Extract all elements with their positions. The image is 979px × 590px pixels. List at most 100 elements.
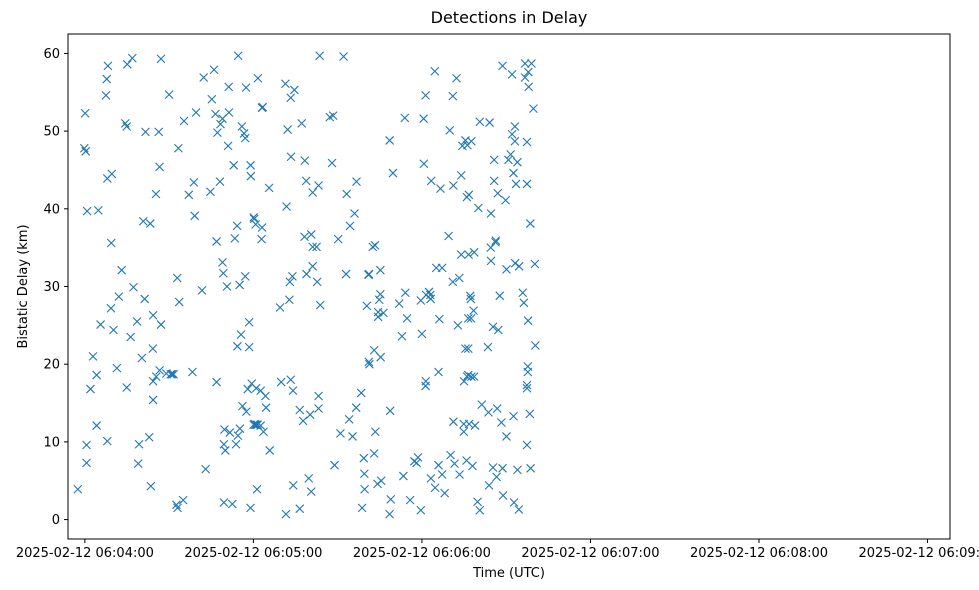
data-point	[463, 344, 473, 354]
x-tick-label: 2025-02-12 06:04:00	[16, 546, 154, 561]
data-point	[507, 129, 517, 139]
data-point	[251, 383, 261, 393]
data-point	[156, 320, 166, 329]
points-layer	[73, 51, 540, 519]
data-point	[485, 118, 495, 127]
data-point	[398, 471, 408, 481]
data-point	[264, 183, 274, 193]
data-point	[302, 269, 311, 279]
data-point	[469, 372, 479, 382]
data-point	[330, 460, 339, 470]
data-point	[179, 116, 189, 126]
data-point	[308, 242, 318, 252]
data-point	[235, 280, 245, 290]
data-point	[235, 424, 245, 434]
data-point	[421, 90, 430, 100]
data-point	[117, 265, 127, 275]
data-point	[497, 418, 506, 427]
data-point	[286, 375, 296, 385]
data-point	[510, 136, 520, 146]
x-tick-label: 2025-02-12 06:09:00	[858, 546, 979, 561]
y-tick-label: 60	[43, 47, 60, 62]
data-point	[344, 414, 354, 424]
data-point	[424, 287, 434, 297]
y-tick-label: 40	[43, 202, 60, 217]
data-point	[357, 503, 367, 513]
data-point	[259, 427, 268, 437]
data-point	[484, 481, 494, 490]
data-point	[434, 314, 444, 324]
data-point	[82, 440, 91, 450]
data-point	[285, 277, 295, 287]
data-point	[148, 344, 158, 354]
data-point	[419, 159, 429, 169]
data-point	[134, 439, 144, 449]
data-point	[188, 367, 197, 377]
data-point	[174, 143, 183, 153]
data-point	[236, 330, 246, 340]
data-point	[166, 369, 176, 379]
data-point	[502, 432, 511, 441]
data-point	[201, 464, 211, 474]
data-point	[527, 59, 536, 68]
data-point	[359, 469, 369, 479]
data-point	[520, 59, 530, 68]
data-point	[190, 211, 200, 221]
data-point	[199, 73, 209, 82]
data-point	[364, 357, 374, 367]
data-point	[514, 261, 524, 271]
data-point	[360, 484, 370, 494]
data-point	[306, 230, 316, 239]
data-point	[520, 73, 530, 82]
x-tick-label: 2025-02-12 06:07:00	[521, 546, 659, 561]
data-point	[257, 234, 266, 244]
data-point	[96, 320, 105, 329]
data-point	[509, 411, 518, 421]
data-point	[314, 391, 323, 401]
data-point	[491, 236, 501, 246]
data-point	[215, 177, 225, 187]
data-point	[197, 285, 207, 295]
data-point	[240, 272, 250, 281]
data-point	[459, 376, 469, 386]
data-point	[464, 190, 474, 200]
data-point	[120, 118, 130, 128]
data-point	[464, 250, 473, 260]
data-point	[352, 177, 361, 187]
x-tick-label: 2025-02-12 06:08:00	[690, 546, 828, 561]
data-point	[219, 498, 229, 507]
data-point	[488, 322, 498, 332]
data-point	[463, 313, 473, 323]
data-point	[386, 494, 396, 504]
data-point	[312, 242, 321, 252]
data-point	[448, 91, 458, 101]
data-point	[513, 465, 522, 475]
data-point	[126, 332, 136, 342]
data-point	[216, 119, 225, 129]
data-point	[514, 505, 524, 514]
data-point	[315, 300, 325, 310]
data-point	[240, 133, 250, 143]
data-point	[258, 102, 268, 112]
data-point	[495, 291, 505, 301]
data-point	[385, 406, 395, 416]
data-point	[348, 432, 357, 441]
data-point	[174, 297, 184, 307]
data-point	[523, 316, 533, 326]
data-point	[461, 344, 470, 354]
data-point	[288, 481, 298, 490]
data-point	[132, 317, 142, 326]
data-point	[114, 292, 124, 301]
data-point	[288, 272, 297, 281]
data-point	[466, 372, 476, 382]
data-point	[434, 367, 443, 377]
data-point	[102, 436, 112, 446]
data-point	[145, 219, 155, 228]
data-point	[448, 417, 458, 427]
data-point	[315, 51, 325, 61]
data-point	[243, 384, 253, 394]
data-point	[275, 303, 285, 312]
data-point	[244, 317, 254, 327]
